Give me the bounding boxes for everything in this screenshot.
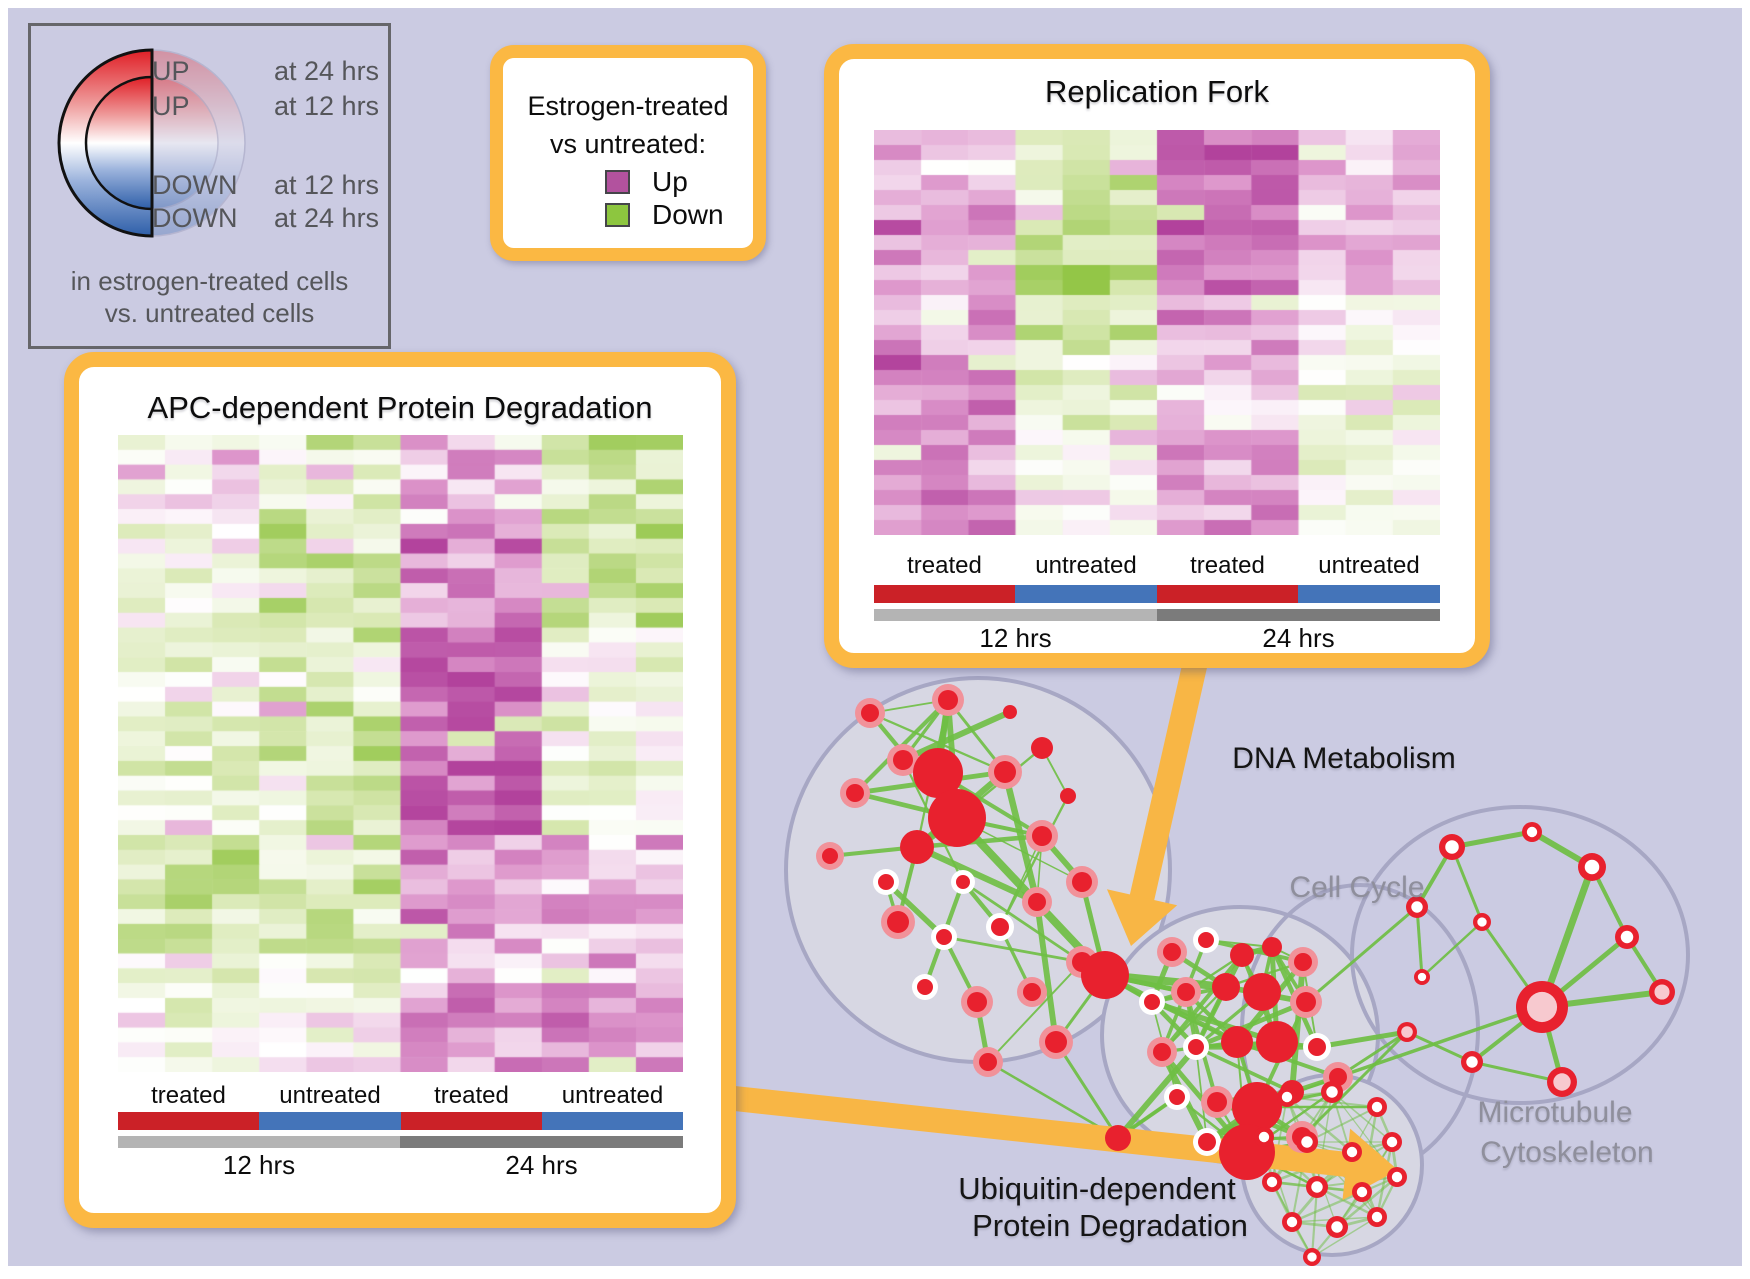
untreated-bar-24hrs — [542, 1112, 683, 1130]
cluster-label-cell-cycle: Cell Cycle — [1289, 871, 1425, 904]
faded-right-half — [152, 49, 246, 237]
panel-title: Replication Fork — [1045, 74, 1269, 109]
legend-time: at 12 hrs — [274, 170, 380, 200]
updown-legend-title-line1: Estrogen-treated — [527, 91, 729, 121]
treated-bar-24hrs — [401, 1112, 542, 1130]
inner-12hr-half-circle — [84, 75, 154, 211]
group-label-treated-24: treated — [1190, 552, 1265, 579]
untreated-bar-12hrs — [1015, 585, 1157, 603]
cluster-label-ubiquitin-line1: Ubiquitin-dependent — [958, 1171, 1236, 1206]
treated-bar-24hrs — [1157, 585, 1298, 603]
legend-word: DOWN — [152, 170, 238, 200]
group-label-untreated-12: untreated — [1035, 552, 1137, 579]
time-label-12hrs: 12 hrs — [222, 1150, 296, 1180]
updown-legend-title-line2: vs untreated: — [549, 129, 707, 159]
24hrs-bar — [400, 1136, 683, 1148]
legend-time: at 24 hrs — [274, 56, 380, 86]
legend-footer-line1: in estrogen-treated cells — [70, 266, 349, 296]
up-down-gradient-circle-diagram — [57, 48, 246, 238]
12hrs-bar — [874, 609, 1157, 621]
cluster-label-ubiquitin-line2: Protein Degradation — [972, 1208, 1248, 1243]
group-label-treated-12: treated — [151, 1082, 226, 1109]
apc-degradation-panel: APC-dependent Protein Degradation treate… — [64, 352, 736, 1228]
up-label: Up — [652, 166, 688, 197]
treated-bar-12hrs — [118, 1112, 259, 1130]
replication-fork-heatmap — [874, 130, 1440, 535]
legend-word: UP — [152, 56, 190, 86]
legend-time: at 24 hrs — [274, 203, 380, 233]
legend-footer-line2: vs. untreated cells — [104, 298, 315, 328]
24hrs-bar — [1157, 609, 1440, 621]
circle-legend-box: UP at 24 hrs UP at 12 hrs DOWN at 12 hrs… — [28, 23, 391, 349]
untreated-bar-12hrs — [259, 1112, 401, 1130]
untreated-bar-24hrs — [1298, 585, 1440, 603]
cluster-label-microtubule-line1: Microtubule — [1477, 1096, 1633, 1129]
treated-bar-12hrs — [874, 585, 1015, 603]
replication-fork-panel: Replication Fork treated untreated treat… — [824, 44, 1490, 668]
down-green-swatch — [605, 203, 630, 227]
group-label-treated-12: treated — [907, 552, 982, 579]
group-label-untreated-24: untreated — [1318, 552, 1420, 579]
group-label-untreated-12: untreated — [279, 1082, 381, 1109]
time-label-24hrs: 24 hrs — [505, 1150, 578, 1180]
updown-color-legend-box: Estrogen-treated vs untreated: Up Down — [490, 45, 766, 261]
time-label-24hrs: 24 hrs — [1262, 623, 1335, 653]
legend-word: UP — [152, 91, 190, 121]
group-label-untreated-24: untreated — [561, 1082, 664, 1109]
down-label: Down — [652, 199, 724, 230]
cluster-label-microtubule-line2: Cytoskeleton — [1480, 1136, 1654, 1169]
cluster-label-dna-metabolism: DNA Metabolism — [1232, 742, 1456, 775]
up-magenta-swatch — [605, 170, 630, 194]
time-label-12hrs: 12 hrs — [979, 623, 1052, 653]
legend-time: at 12 hrs — [274, 91, 380, 121]
12hrs-bar — [118, 1136, 400, 1148]
apc-degradation-heatmap — [118, 435, 683, 1072]
panel-title: APC-dependent Protein Degradation — [147, 390, 653, 425]
legend-word: DOWN — [152, 203, 238, 233]
group-label-treated-24: treated — [434, 1082, 509, 1109]
